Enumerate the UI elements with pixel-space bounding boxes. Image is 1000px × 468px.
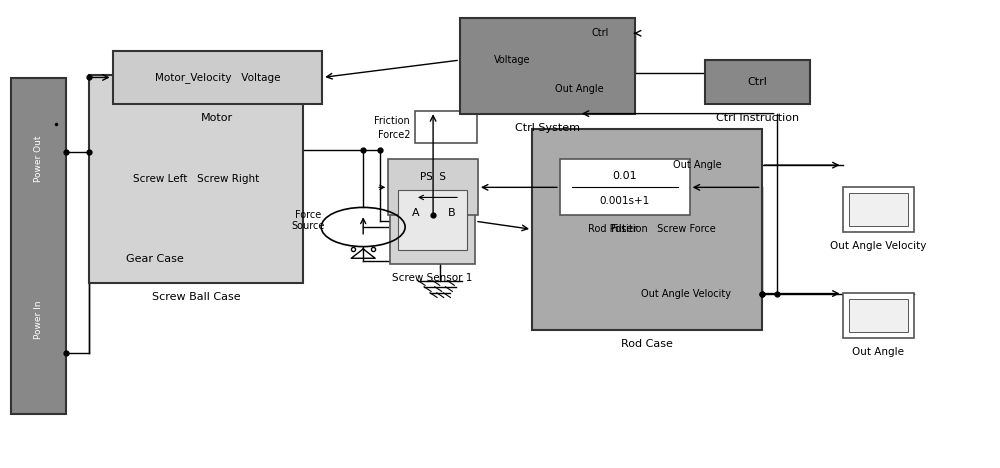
Text: Source: Source — [292, 221, 325, 231]
Text: Screw Sensor 1: Screw Sensor 1 — [392, 273, 473, 283]
Text: A: A — [412, 207, 419, 218]
Text: Out Angle Velocity: Out Angle Velocity — [641, 289, 731, 299]
Text: Out Angle Velocity: Out Angle Velocity — [830, 241, 927, 251]
FancyBboxPatch shape — [849, 299, 908, 332]
Text: Ctrl Instruction: Ctrl Instruction — [716, 113, 799, 123]
FancyBboxPatch shape — [460, 18, 635, 114]
Text: 0.001s+1: 0.001s+1 — [600, 197, 650, 206]
Text: Motor_Velocity   Voltage: Motor_Velocity Voltage — [155, 72, 280, 83]
Text: Screw Ball Case: Screw Ball Case — [152, 292, 240, 302]
Text: Out Angle: Out Angle — [673, 160, 722, 170]
Text: Gear Case: Gear Case — [126, 254, 183, 264]
Text: Out Angle: Out Angle — [555, 84, 603, 94]
Text: Rod Case: Rod Case — [621, 339, 673, 349]
Text: Power In: Power In — [34, 300, 43, 339]
FancyBboxPatch shape — [705, 60, 810, 104]
FancyBboxPatch shape — [11, 78, 66, 414]
Text: Power Out: Power Out — [34, 135, 43, 182]
FancyBboxPatch shape — [89, 75, 303, 283]
Text: PS  S: PS S — [420, 172, 446, 182]
Text: Screw Left   Screw Right: Screw Left Screw Right — [133, 174, 259, 184]
FancyBboxPatch shape — [560, 159, 690, 215]
FancyBboxPatch shape — [113, 51, 322, 104]
Text: 0.01: 0.01 — [613, 171, 637, 181]
Text: Force2: Force2 — [378, 130, 410, 140]
Text: Out Angle: Out Angle — [852, 347, 904, 357]
FancyBboxPatch shape — [388, 159, 478, 215]
Text: Force: Force — [295, 210, 321, 220]
FancyBboxPatch shape — [843, 187, 914, 232]
Text: Ctrl: Ctrl — [747, 77, 767, 87]
Text: Rod Position   Screw Force: Rod Position Screw Force — [588, 224, 715, 234]
FancyBboxPatch shape — [398, 190, 467, 250]
FancyBboxPatch shape — [532, 129, 762, 329]
FancyBboxPatch shape — [390, 178, 475, 264]
Text: Filter: Filter — [611, 224, 639, 234]
Text: Motor: Motor — [201, 113, 233, 123]
FancyBboxPatch shape — [843, 293, 914, 337]
Text: Voltage: Voltage — [494, 55, 531, 65]
FancyBboxPatch shape — [415, 111, 477, 143]
Text: Friction: Friction — [374, 116, 410, 126]
FancyBboxPatch shape — [849, 193, 908, 226]
Text: Ctrl System: Ctrl System — [515, 123, 580, 132]
Text: Ctrl: Ctrl — [591, 28, 609, 38]
Text: B: B — [447, 207, 455, 218]
